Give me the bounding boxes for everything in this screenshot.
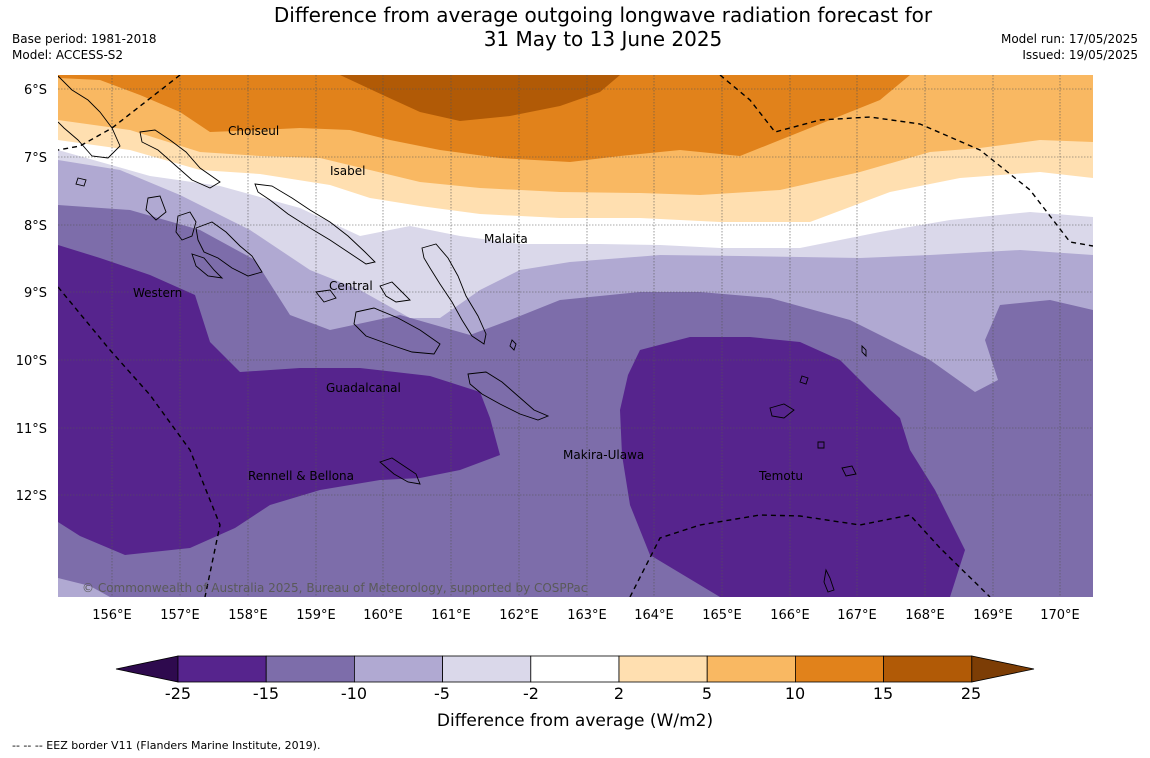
copyright-text: © Commonwealth of Australia 2025, Bureau… — [82, 581, 587, 595]
island-choiseul — [139, 129, 221, 189]
base-info: Base period: 1981-2018 Model: ACCESS-S2 — [12, 31, 157, 63]
lat-label: 8°S — [24, 219, 47, 234]
label-choiseul: Choiseul — [228, 124, 279, 138]
island-vanikoro — [841, 465, 857, 477]
label-makira-ulawa: Makira-Ulawa — [563, 448, 644, 462]
label-temotu: Temotu — [758, 469, 803, 483]
lon-label: 166°E — [770, 608, 810, 623]
island-malaita — [421, 243, 487, 345]
label-guadalcanal: Guadalcanal — [326, 381, 401, 395]
colorbar-segment — [177, 655, 267, 683]
colorbar-segment — [706, 655, 796, 683]
label-malaita: Malaita — [484, 232, 528, 246]
lon-label: 162°E — [499, 608, 539, 623]
island-new-georgia — [175, 211, 197, 241]
coastlines — [58, 75, 867, 593]
issued-date: Issued: 19/05/2025 — [1022, 48, 1138, 62]
island-santa-cruz — [769, 403, 795, 419]
colorbar-segment — [530, 655, 620, 683]
title-line-2: 31 May to 13 June 2025 — [483, 27, 723, 51]
colorbar-tick: 5 — [702, 684, 712, 703]
colorbar-tick-labels: -25 -15 -10 -5 -2 2 5 10 15 25 — [165, 684, 981, 703]
island-south-east — [823, 568, 835, 593]
colorbar-tick: -15 — [253, 684, 279, 703]
graticule — [58, 75, 1093, 597]
island-florida — [379, 281, 411, 303]
colorbar-segment — [795, 655, 885, 683]
colorbar-tick: -25 — [165, 684, 191, 703]
lat-label: 10°S — [16, 354, 47, 369]
lat-label: 12°S — [16, 489, 47, 504]
page-title: Difference from average outgoing longwav… — [250, 3, 956, 51]
colorbar-segment — [265, 655, 355, 683]
island-rennell — [379, 457, 421, 485]
lat-label: 6°S — [24, 83, 47, 98]
label-central: Central — [329, 279, 373, 293]
lat-label: 9°S — [24, 286, 47, 301]
latitude-labels: 6°S 7°S 8°S 9°S 10°S 11°S 12°S — [16, 83, 47, 504]
island-rendova — [191, 253, 224, 279]
label-western: Western — [133, 286, 182, 300]
province-labels: Choiseul Isabel Malaita Central Western … — [133, 124, 803, 483]
island-bougainville — [58, 75, 121, 159]
island-vella-lavella — [145, 195, 167, 221]
base-period: Base period: 1981-2018 — [12, 32, 157, 46]
lon-label: 158°E — [228, 608, 268, 623]
colorbar-segment — [442, 655, 532, 683]
island-reef-islands — [799, 375, 809, 385]
lon-label: 169°E — [973, 608, 1013, 623]
lon-label: 161°E — [431, 608, 471, 623]
island-makira — [467, 371, 550, 421]
lon-label: 164°E — [634, 608, 674, 623]
island-isabel — [254, 183, 376, 265]
lat-label: 7°S — [24, 151, 47, 166]
title-line-1: Difference from average outgoing longwav… — [273, 3, 933, 27]
run-info: Model run: 17/05/2025 Issued: 19/05/2025 — [1001, 31, 1138, 63]
colorbar-tick: -2 — [523, 684, 539, 703]
lon-label: 168°E — [905, 608, 945, 623]
eez-footnote: -- -- -- EEZ border V11 (Flanders Marine… — [12, 739, 321, 752]
lon-label: 167°E — [837, 608, 877, 623]
lon-label: 157°E — [160, 608, 200, 623]
band-minus-25-to-15-east — [620, 337, 965, 597]
lon-label: 170°E — [1040, 608, 1080, 623]
lon-label: 160°E — [363, 608, 403, 623]
longitude-labels: 156°E 157°E 158°E 159°E 160°E 161°E 162°… — [92, 608, 1080, 623]
colorbar-tick: 2 — [614, 684, 624, 703]
island-russell — [315, 289, 337, 303]
lon-label: 156°E — [92, 608, 132, 623]
island-new-georgia-group — [195, 221, 263, 277]
colorbar-segment — [618, 655, 708, 683]
colorbar-extend-low — [115, 655, 179, 683]
colorbar-label: Difference from average (W/m2) — [437, 711, 713, 731]
lat-label: 11°S — [16, 422, 47, 437]
label-rennell-bellona: Rennell & Bellona — [248, 469, 354, 483]
colorbar-tick: 15 — [873, 684, 893, 703]
lon-label: 163°E — [567, 608, 607, 623]
colorbar-segment — [883, 655, 973, 683]
band-15-to-25 — [340, 75, 620, 121]
eez-border — [58, 75, 1093, 597]
island-ulawa — [509, 339, 517, 351]
band-minus-10-to-5-southwest — [58, 578, 110, 597]
island-shortland — [75, 177, 87, 187]
colorbar-tick: 25 — [961, 684, 981, 703]
lon-label: 165°E — [702, 608, 742, 623]
colorbar-tick: -5 — [434, 684, 450, 703]
colorbar-segment — [353, 655, 443, 683]
colorbar-tick: -10 — [341, 684, 367, 703]
colorbar — [115, 655, 1035, 683]
band-minus-25-to-15-west — [58, 245, 500, 555]
island-guadalcanal — [353, 307, 441, 355]
colorbar-tick: 10 — [785, 684, 805, 703]
model-run: Model run: 17/05/2025 — [1000, 32, 1138, 46]
model-name: Model: ACCESS-S2 — [12, 48, 124, 62]
lon-label: 159°E — [296, 608, 336, 623]
label-isabel: Isabel — [330, 164, 365, 178]
colorbar-extend-high — [971, 655, 1035, 683]
island-tikopia — [817, 441, 825, 449]
island-duff — [861, 344, 867, 358]
map-plot-area: Choiseul Isabel Malaita Central Western … — [58, 75, 1093, 597]
